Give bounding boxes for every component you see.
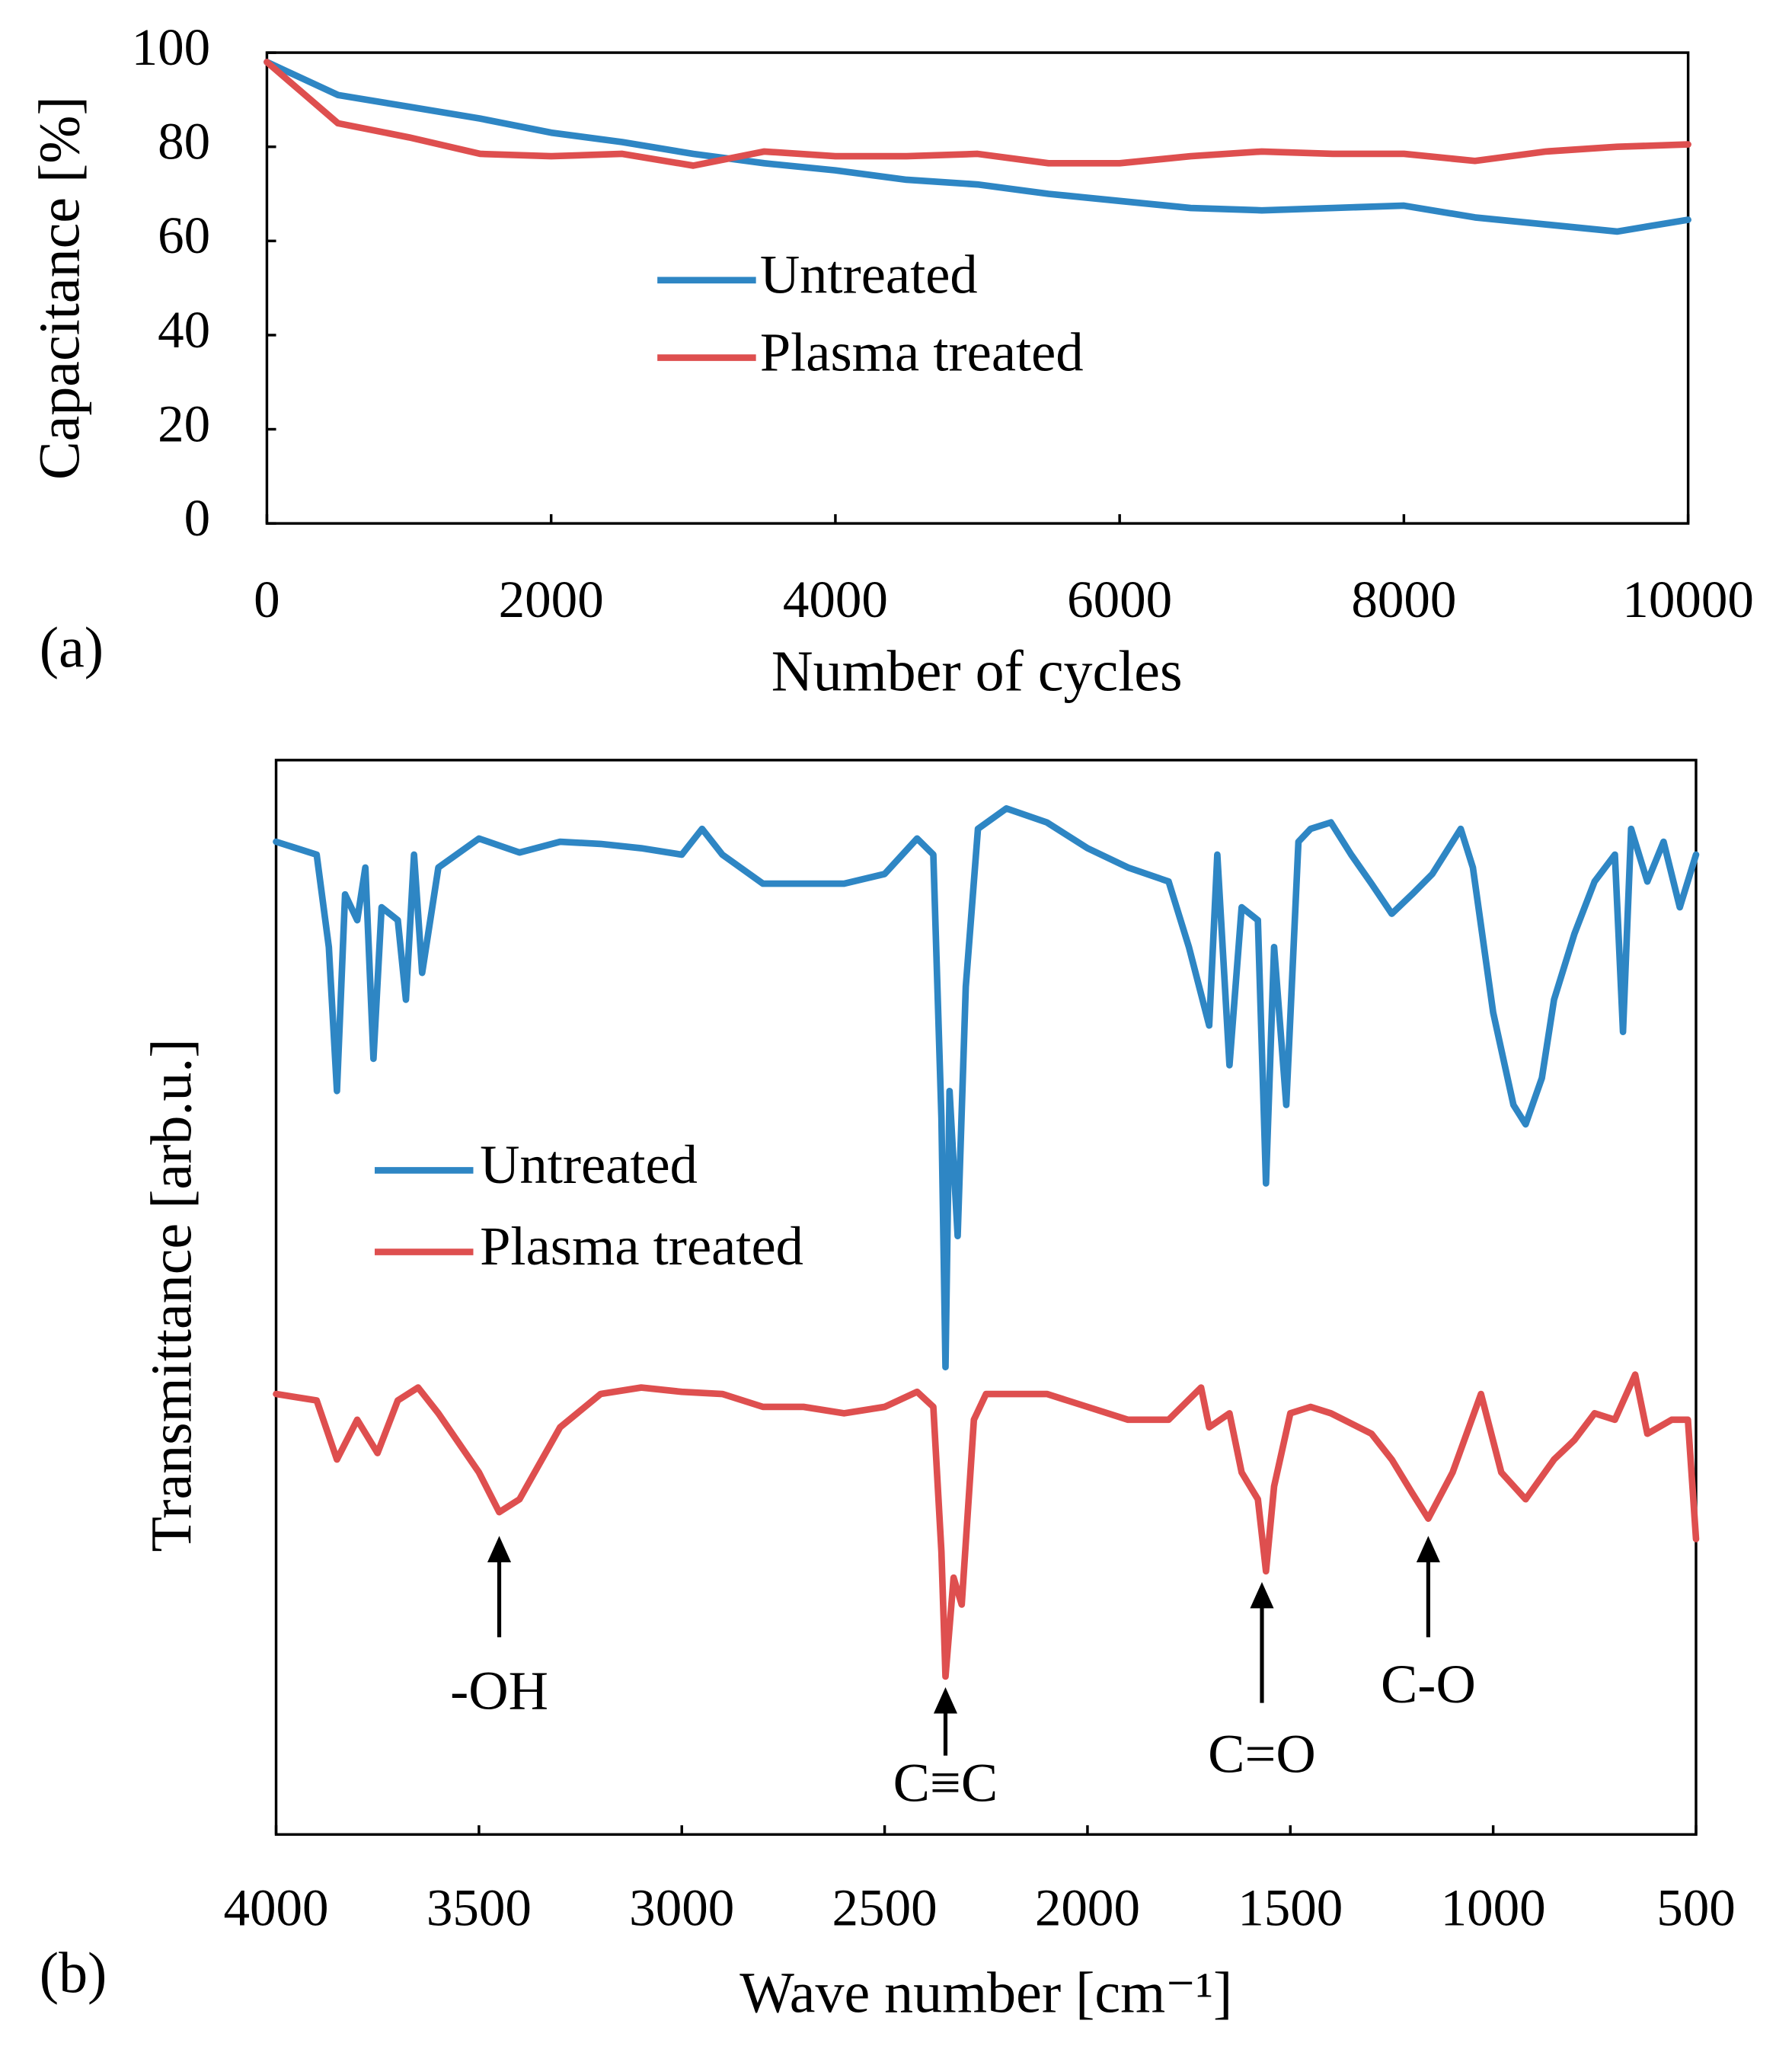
y-axis-label: Transmittance [arb.u.] bbox=[139, 1038, 203, 1552]
x-tick-label: 3500 bbox=[426, 1878, 532, 1937]
y-tick-label: 80 bbox=[158, 112, 210, 171]
series-line bbox=[273, 805, 1700, 1371]
annotation-label: -OH bbox=[450, 1660, 548, 1722]
x-tick-label: 6000 bbox=[1067, 570, 1172, 628]
x-tick-label: 0 bbox=[254, 570, 280, 628]
x-tick-label: 500 bbox=[1656, 1878, 1736, 1937]
x-tick-label: 4000 bbox=[223, 1878, 328, 1937]
panel-label: (a) bbox=[40, 615, 104, 679]
x-tick-label: 2000 bbox=[499, 570, 604, 628]
series-line bbox=[273, 1371, 1700, 1680]
x-tick-label: 10000 bbox=[1622, 570, 1754, 628]
x-axis-label: Wave number [cm⁻¹] bbox=[739, 1961, 1232, 2025]
y-tick-label: 60 bbox=[158, 206, 210, 264]
x-tick-label: 2000 bbox=[1035, 1878, 1140, 1937]
arrow-head bbox=[933, 1686, 958, 1714]
x-tick-label: 1500 bbox=[1238, 1878, 1343, 1937]
plot-frame bbox=[274, 759, 1698, 1837]
x-tick-label: 8000 bbox=[1351, 570, 1456, 628]
x-tick-label: 2500 bbox=[832, 1878, 938, 1937]
panel-label: (b) bbox=[40, 1942, 107, 2006]
y-axis-label: Capacitance [%] bbox=[28, 96, 92, 480]
legend-label: Untreated bbox=[480, 1133, 698, 1195]
arrow-head bbox=[1416, 1536, 1440, 1562]
arrow-head bbox=[1250, 1581, 1274, 1609]
series-line bbox=[264, 59, 1691, 169]
x-tick-label: 1000 bbox=[1441, 1878, 1546, 1937]
legend-label: Plasma treated bbox=[760, 321, 1084, 382]
annotation-label: C-O bbox=[1381, 1653, 1476, 1715]
y-tick-label: 0 bbox=[184, 488, 211, 547]
annotation-label: C≡C bbox=[893, 1752, 998, 1814]
y-tick-label: 40 bbox=[158, 300, 210, 359]
x-tick-label: 3000 bbox=[629, 1878, 734, 1937]
legend-label: Plasma treated bbox=[480, 1215, 803, 1277]
plot-frame bbox=[265, 51, 1690, 525]
legend-label: Untreated bbox=[760, 243, 978, 305]
x-axis-label: Number of cycles bbox=[771, 640, 1183, 704]
y-tick-label: 100 bbox=[132, 18, 211, 76]
series-line bbox=[264, 59, 1691, 235]
annotation-label: C=O bbox=[1208, 1723, 1316, 1785]
y-tick-label: 20 bbox=[158, 394, 210, 452]
arrow-head bbox=[487, 1536, 512, 1562]
x-tick-label: 4000 bbox=[783, 570, 888, 628]
